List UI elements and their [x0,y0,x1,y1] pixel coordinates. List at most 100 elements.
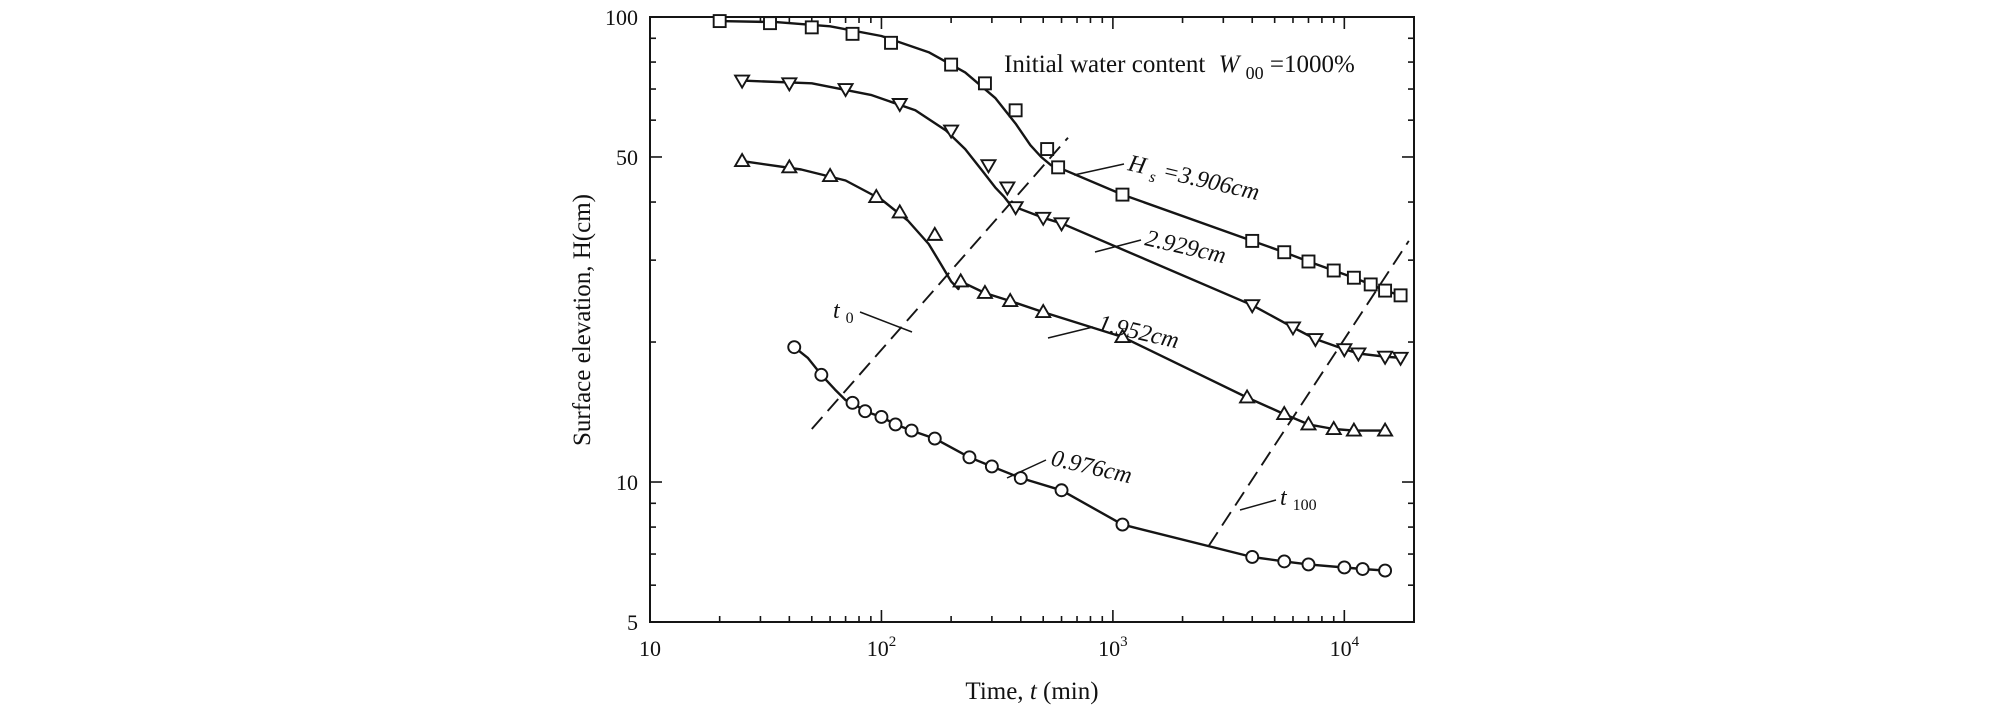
marker-s1-1 [780,77,798,93]
marker-s2-9 [1034,303,1052,319]
leader-line-0 [1073,163,1125,176]
chart-title: Initial water content W 00 =1000% [1004,51,1355,85]
marker-s1-10 [1243,299,1261,315]
marker-s0-4 [884,35,898,50]
marker-s2-3 [867,188,885,204]
x-tick-label-exp-1: 2 [889,634,897,650]
reference-lines [811,137,1410,547]
marker-s1-9 [1052,217,1071,233]
series-label-3906-symbol: H [1125,150,1150,180]
marker-s3-14 [1277,554,1292,569]
marker-s2-12 [1275,405,1293,421]
ref-label-t100: t 100 [1280,485,1317,514]
marker-s0-7 [1008,103,1023,118]
x-axis-title-suffix: (min) [1043,678,1099,705]
marker-s1-8 [1034,211,1052,227]
marker-s3-5 [888,417,903,432]
leader-line-2 [1047,326,1094,339]
annotation-leaders [859,163,1277,511]
marker-s0-3 [845,26,860,41]
ref-label-t0-subscript: 0 [846,310,854,327]
marker-s0-9 [1051,160,1066,175]
marker-s3-16 [1337,560,1352,575]
series-line-2 [740,159,1387,432]
leader-line-5 [1239,499,1277,511]
x-tick-label-1: 102 [867,634,897,661]
marker-s2-10 [1113,328,1132,343]
marker-s2-11 [1238,388,1256,404]
reference-line-t100 [1208,240,1410,547]
chart-title-symbol: W [1219,51,1242,78]
marker-s3-11 [1054,483,1069,498]
marker-s3-15 [1301,557,1316,572]
marker-s2-0 [733,152,751,168]
marker-s2-7 [976,284,994,299]
x-tick-label-2: 103 [1098,634,1128,661]
marker-s3-18 [1378,563,1393,578]
x-tick-label-base-3: 10 [1330,636,1352,661]
marker-s1-4 [942,124,960,140]
reference-line-t0 [811,137,1069,430]
series-label-0976: 0.976cm [1049,446,1135,490]
ref-label-t100-subscript: 100 [1293,497,1317,514]
marker-s3-17 [1355,562,1370,576]
x-axis-title: Time, t (min) [965,678,1098,705]
marker-s3-1 [814,367,829,382]
marker-s1-15 [1376,350,1394,366]
marker-s1-12 [1306,333,1325,348]
x-tick-label-exp-3: 4 [1352,634,1360,650]
y-axis-title: Surface elevation, H(cm) [569,194,596,446]
marker-s0-15 [1346,270,1361,285]
leader-line-3 [1006,459,1047,479]
plot-frame [649,16,1415,623]
marker-s2-4 [891,203,909,219]
marker-s1-5 [979,159,998,175]
x-tick-label-3: 104 [1330,634,1360,661]
marker-s2-5 [926,225,944,241]
marker-s3-6 [904,423,919,438]
marker-s0-8 [1040,142,1055,157]
marker-s2-8 [1001,292,1019,307]
y-tick-label-3: 5 [627,610,638,635]
marker-s3-2 [845,395,860,410]
x-tick-label-base-0: 10 [639,636,661,661]
marker-s1-11 [1284,321,1302,337]
marker-s0-11 [1245,233,1260,248]
marker-s1-0 [733,74,751,90]
y-tick-label-1: 50 [616,145,638,170]
marker-s0-0 [712,14,727,29]
series-label-3906-value: =3.906cm [1160,159,1262,206]
marker-s3-9 [984,459,999,474]
ref-label-t0-symbol: t [833,298,841,324]
leader-line-4 [859,311,913,333]
marker-s2-2 [821,167,839,182]
chart-title-subscript: 00 [1246,63,1264,83]
x-tick-labels: 10 102 103 104 [639,634,1360,661]
chart-title-value: =1000% [1270,51,1355,78]
marker-s0-13 [1301,254,1316,269]
marker-s0-16 [1363,277,1378,292]
x-axis-title-symbol: t [1030,678,1038,705]
marker-s3-4 [874,410,889,424]
x-tick-label-base-1: 10 [867,636,889,661]
axis-ticks [649,16,1415,623]
x-axis-title-prefix: Time, [965,678,1029,705]
chart-title-text: Initial water content [1004,51,1205,78]
marker-s2-6 [952,272,970,288]
marker-s1-16 [1391,351,1410,367]
marker-s0-10 [1115,187,1130,202]
marker-s0-5 [944,57,959,72]
marker-s0-1 [763,16,777,31]
x-tick-label-exp-2: 3 [1120,634,1128,650]
y-tick-label-2: 10 [616,470,638,495]
series-label-3906-subscript: s [1147,168,1157,186]
marker-s2-15 [1345,421,1363,437]
marker-s3-8 [962,450,977,465]
marker-s3-13 [1245,550,1260,564]
marker-s0-18 [1393,288,1408,303]
marker-s1-14 [1349,347,1368,363]
marker-s3-3 [858,404,873,419]
marker-s3-0 [787,340,802,355]
